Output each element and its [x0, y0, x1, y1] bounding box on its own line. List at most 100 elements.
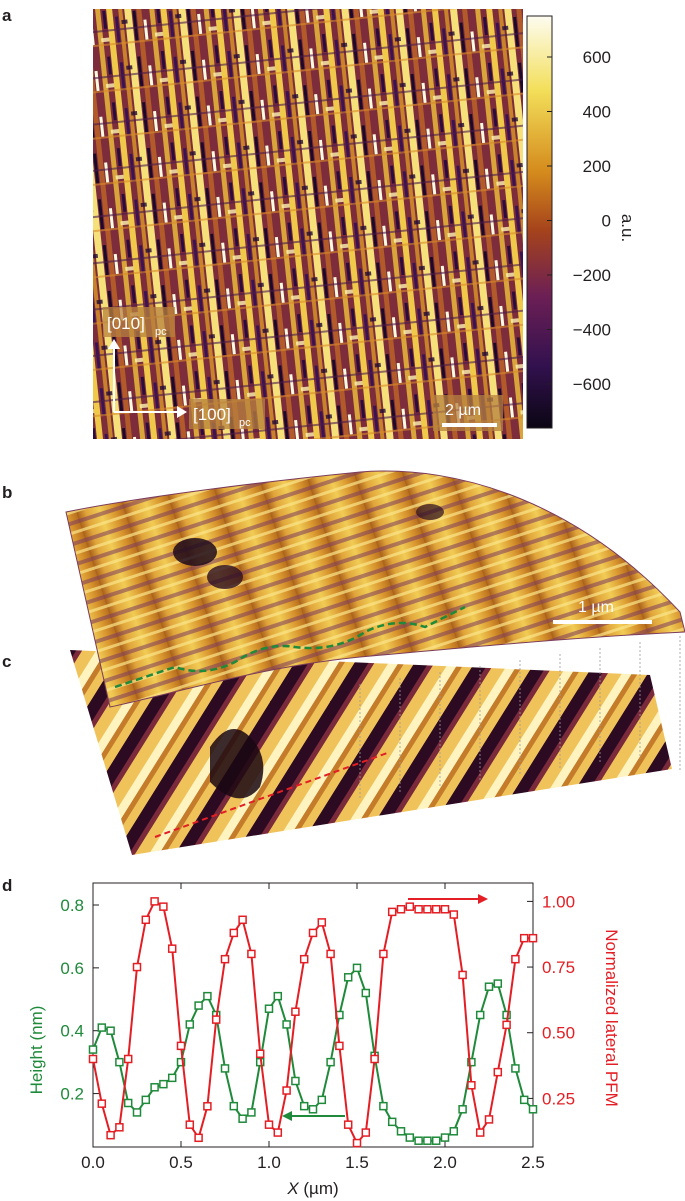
colorbar: 600 400 200 0 −200 −400 −600 a.u.	[526, 15, 637, 429]
dir-y-arrow-head	[108, 339, 120, 349]
colorbar-tick-label: −200	[573, 266, 611, 285]
height-point	[229, 1101, 239, 1111]
pfm-point	[317, 918, 327, 927]
height-point	[414, 1136, 423, 1145]
height-point	[141, 1095, 151, 1105]
pfm-point	[211, 1015, 221, 1024]
pfm-point	[493, 1067, 503, 1077]
height-point	[167, 1073, 177, 1083]
pfm-point	[97, 1099, 107, 1108]
height-point	[467, 1057, 476, 1067]
pfm-point	[115, 1123, 124, 1132]
scalebar-a-label: 2 µm	[445, 402, 481, 419]
height-point	[132, 1108, 142, 1117]
height-point	[97, 1023, 107, 1032]
pfm-point	[238, 915, 247, 925]
x-tick-label: 2.5	[521, 1153, 545, 1172]
pfm-point	[502, 1020, 511, 1030]
height-point	[150, 1083, 159, 1092]
height-point	[308, 1105, 318, 1114]
pfm-point	[458, 970, 467, 980]
pfm-point	[167, 944, 177, 953]
height-point	[423, 1136, 432, 1145]
line-profile-chart: 0.0 0.5 1.0 1.5 2.0 2.5 0.2 0.4 0.6 0.8 0.25 0.50 0.…	[27, 882, 621, 1198]
pfm-point	[185, 1120, 195, 1129]
pfm-point	[519, 933, 529, 943]
pfm-point	[255, 1049, 265, 1058]
pfm-point	[440, 905, 450, 914]
pfm-point	[423, 905, 432, 914]
height-point	[361, 988, 371, 998]
x-axis-label-unit: (µm)	[299, 1179, 339, 1198]
x-axis-label: X (µm)	[286, 1179, 338, 1198]
y-tick-label: 0.8	[60, 896, 84, 915]
y-axis-label: Height (nm)	[27, 1006, 46, 1095]
height-point	[123, 1098, 133, 1108]
pfm-point	[431, 905, 441, 914]
height-point	[493, 979, 503, 988]
height-point	[440, 1133, 450, 1142]
height-point	[176, 1057, 186, 1067]
height-point	[317, 1095, 327, 1105]
pfm-point	[106, 1130, 115, 1140]
height-point	[475, 1010, 485, 1020]
y-tick-label: 0.4	[60, 1022, 84, 1041]
pfm-point	[123, 1054, 133, 1064]
panel-label-c: c	[2, 652, 12, 671]
pfm-point	[159, 902, 168, 911]
pfm-point	[405, 902, 415, 911]
y2-tick-label: 0.25	[542, 1089, 575, 1108]
colorbar-unit-label: a.u.	[618, 214, 637, 242]
height-point	[326, 1057, 335, 1067]
domain-map-image: [010] pc [100] pc 2 µm	[93, 9, 523, 439]
dir-x-sub: pc	[239, 417, 251, 429]
right-axis-arrow-head	[478, 894, 488, 904]
left-axis-arrow-head	[282, 1111, 292, 1121]
height-point	[291, 1076, 300, 1086]
pfm-point	[176, 1041, 186, 1051]
pfm-point	[299, 954, 309, 964]
height-point	[220, 1064, 230, 1073]
pfm-point	[194, 1133, 203, 1143]
panel-label-d: d	[2, 876, 13, 895]
height-point	[458, 1105, 467, 1114]
height-point	[449, 1127, 459, 1136]
pfm-point	[379, 949, 388, 959]
y-tick-label: 0.2	[60, 1085, 84, 1104]
y2-tick-label: 0.50	[542, 1024, 575, 1043]
pfm-point	[361, 1128, 371, 1137]
y2-tick-label: 1.00	[542, 892, 575, 911]
pfm-point	[273, 1128, 283, 1137]
height-point	[511, 1064, 520, 1073]
lateral-pfm-surface	[70, 650, 672, 855]
pfm-point	[291, 1007, 300, 1016]
pfm-point	[343, 1120, 353, 1129]
height-point	[431, 1136, 441, 1145]
pfm-line-profile	[154, 751, 391, 838]
pfm-point	[335, 1041, 344, 1051]
colorbar-tick-label: −400	[573, 321, 611, 340]
pfm-point	[511, 954, 520, 964]
pfm-point	[449, 910, 459, 919]
pfm-point	[484, 1115, 494, 1124]
y2-tick-label: 0.75	[542, 958, 575, 977]
height-line-profile	[114, 605, 466, 689]
pfm-point	[229, 928, 239, 938]
height-point	[159, 1079, 168, 1089]
dir-x-label: [100]	[193, 405, 231, 424]
height-point	[264, 1004, 274, 1013]
height-point	[115, 1057, 124, 1067]
dir-x-arrow-head	[177, 406, 187, 418]
colorbar-tick-label: −600	[573, 375, 611, 394]
scalebar-b-label: 1 µm	[578, 599, 614, 616]
height-point	[387, 1117, 397, 1127]
pfm-point	[141, 915, 151, 925]
height-point	[379, 1101, 388, 1111]
pfm-point	[150, 897, 159, 906]
y-tick-label: 0.6	[60, 959, 84, 978]
pfm-point	[387, 907, 397, 917]
pfm-point	[264, 1120, 274, 1129]
height-point	[273, 991, 283, 1001]
topography-surface	[65, 470, 685, 708]
panel-label-a: a	[2, 6, 12, 25]
